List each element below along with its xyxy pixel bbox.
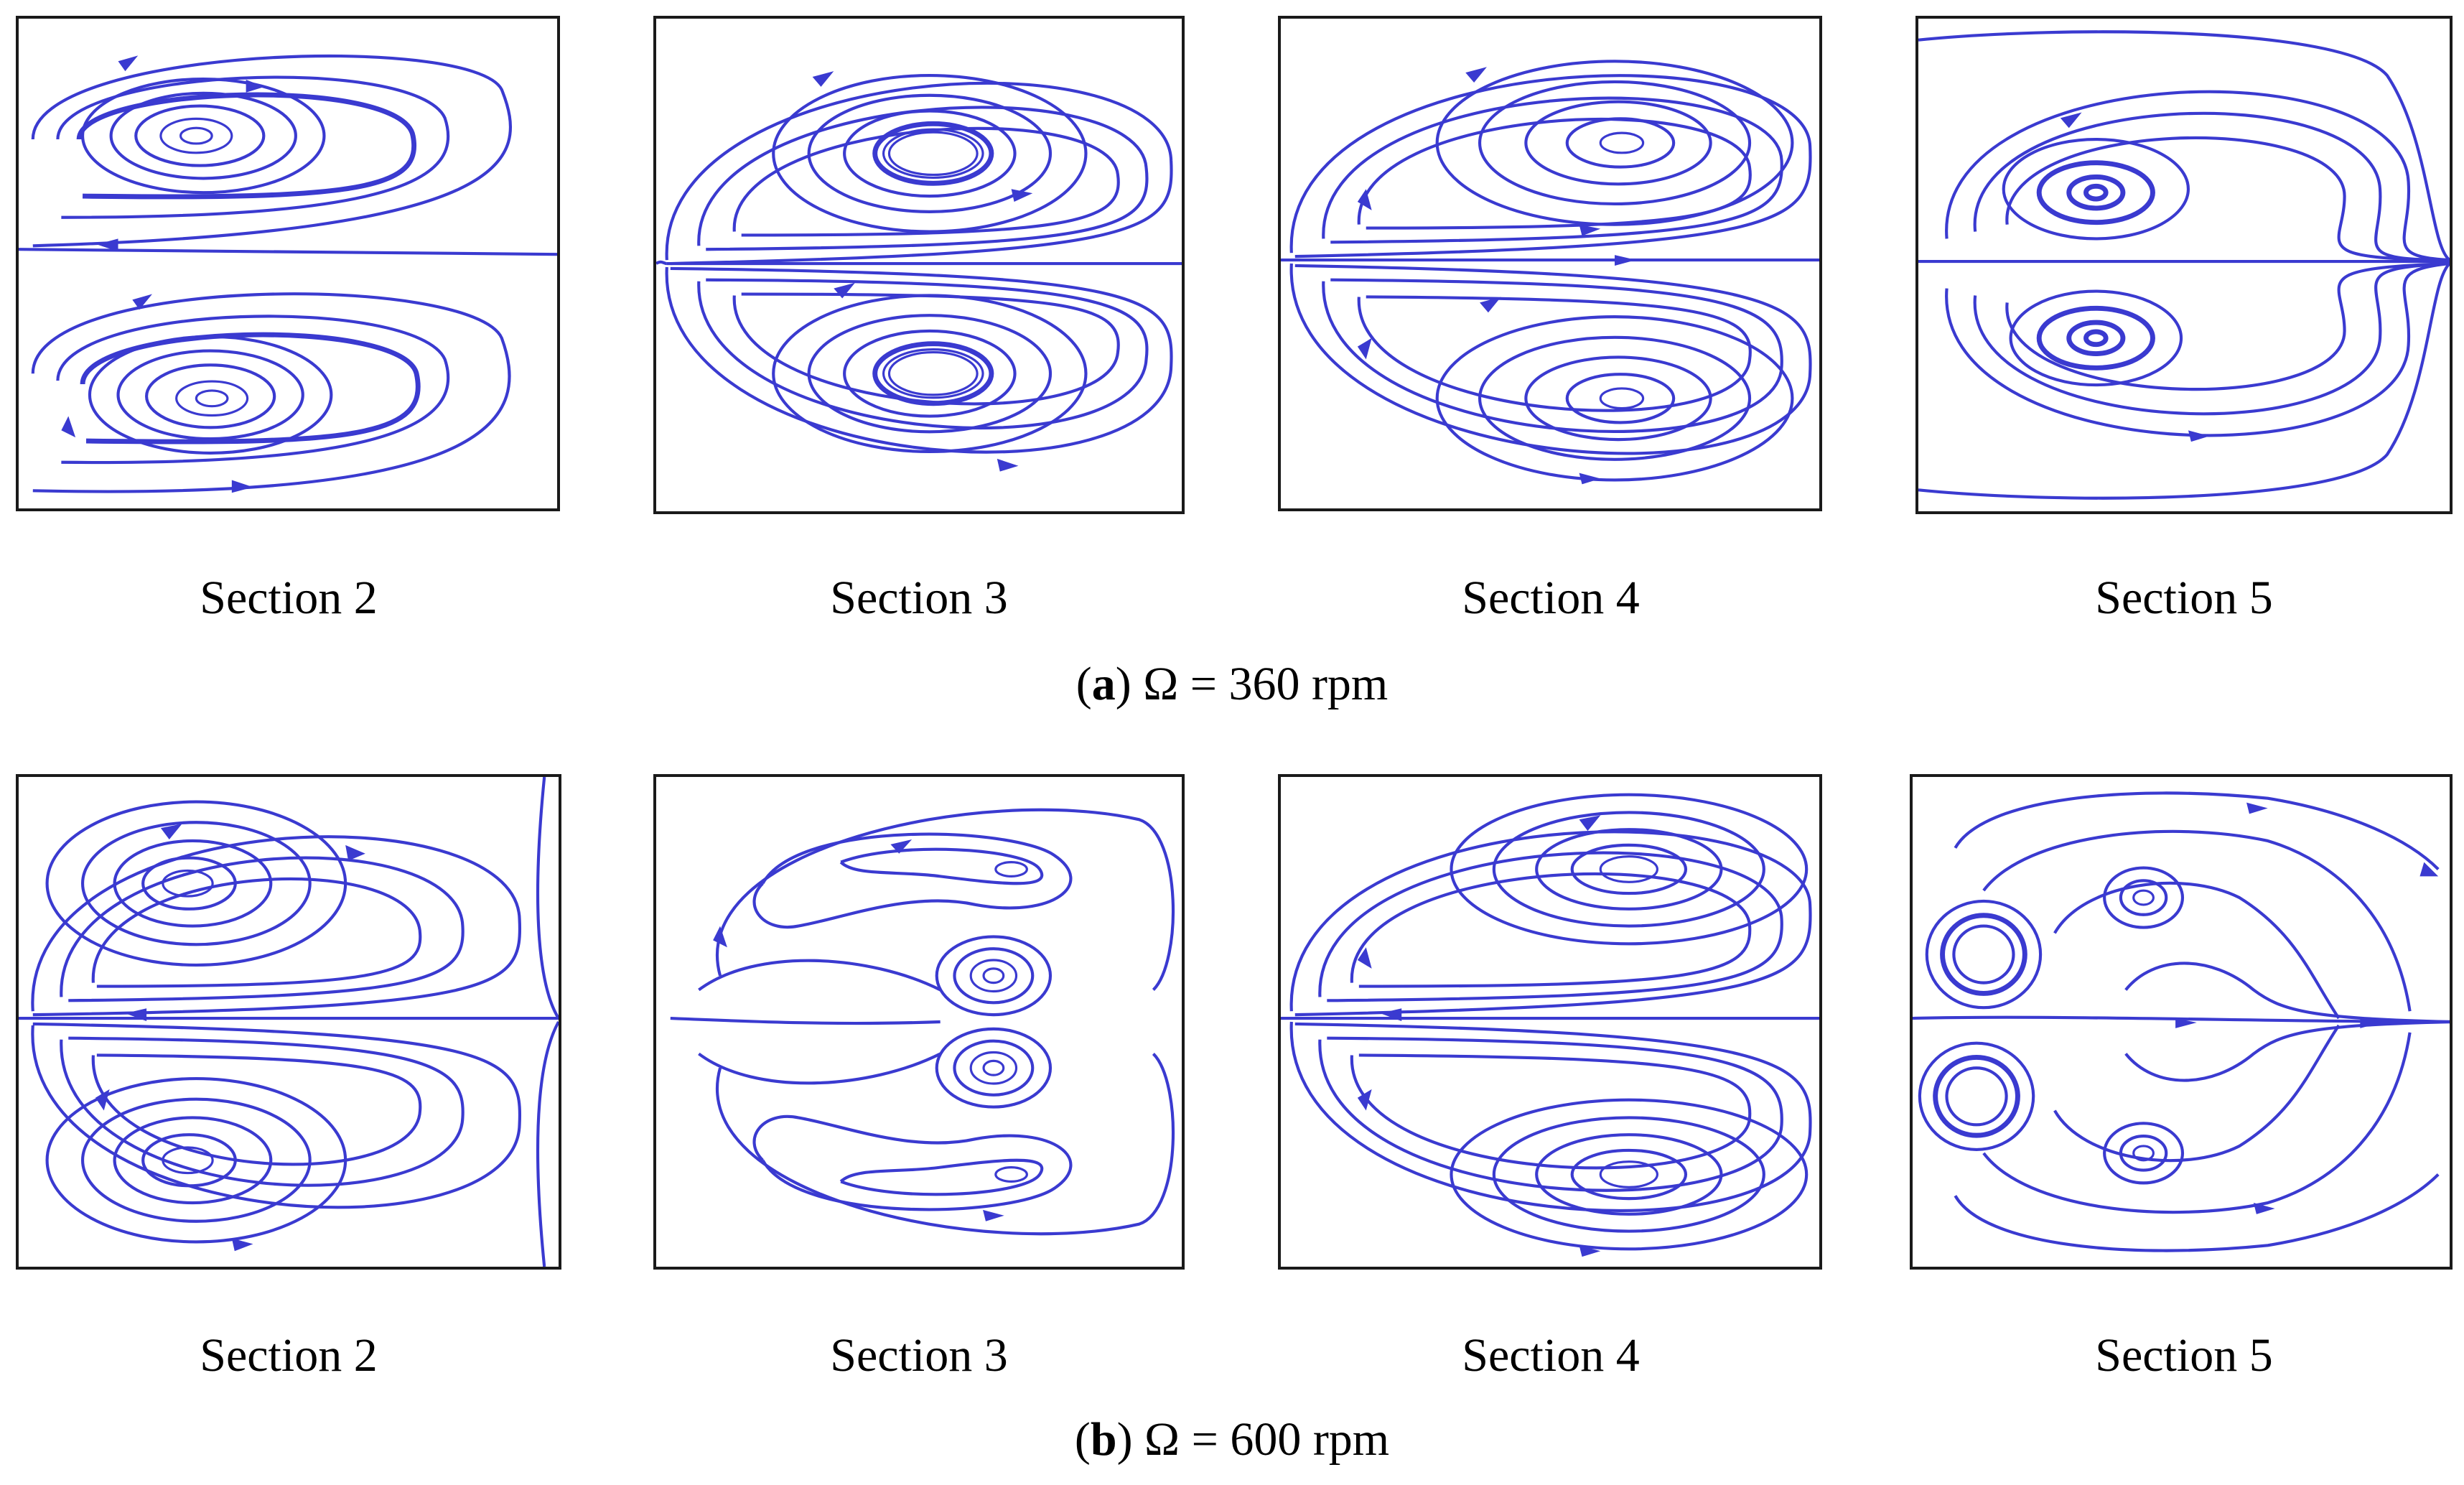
caption-b: (b) Ω = 600 rpm — [1074, 1413, 1390, 1466]
lower-vortex — [31, 292, 511, 493]
label-b-section-4: Section 4 — [1462, 1329, 1640, 1382]
label-b-section-3: Section 3 — [830, 1329, 1008, 1382]
caption-a: (a) Ω = 360 rpm — [1075, 658, 1389, 710]
panel-a-section-2 — [16, 16, 560, 511]
caption-b-text: Ω = 600 rpm — [1144, 1413, 1390, 1466]
caption-b-letter: b — [1090, 1413, 1117, 1466]
label-a-section-5: Section 5 — [2095, 572, 2273, 624]
streamline-plot-b-2 — [19, 777, 559, 1267]
caption-a-letter: a — [1091, 658, 1116, 710]
streamline-plot-b-3 — [670, 808, 1175, 1236]
streamline-plot-b-4 — [1281, 793, 1819, 1257]
lower-vortex — [665, 266, 1173, 472]
panel-a-section-4 — [1278, 16, 1822, 511]
panel-a-section-5 — [1915, 16, 2453, 514]
streamline-plot-a-3 — [656, 71, 1182, 472]
panel-b-section-5 — [1910, 774, 2453, 1270]
label-a-section-2: Section 2 — [200, 572, 378, 624]
label-a-section-4: Section 4 — [1462, 572, 1640, 624]
upper-vortex — [31, 54, 512, 248]
panel-b-section-4 — [1278, 774, 1822, 1270]
streamline-plot-b-5 — [1913, 791, 2450, 1252]
lower-vortex — [1289, 263, 1812, 485]
label-b-section-2: Section 2 — [200, 1329, 378, 1382]
caption-a-text: Ω = 360 rpm — [1143, 658, 1389, 710]
panel-b-section-3 — [653, 774, 1185, 1270]
streamline-plot-a-5 — [1918, 30, 2450, 500]
panel-a-section-3 — [653, 16, 1185, 514]
upper-vortex — [665, 71, 1173, 266]
label-a-section-3: Section 3 — [830, 572, 1008, 624]
label-b-section-5: Section 5 — [2095, 1329, 2273, 1382]
upper-vortex — [1289, 60, 1812, 259]
streamline-plot-a-4 — [1281, 60, 1819, 485]
streamline-plot-a-2 — [19, 54, 557, 493]
panel-b-section-2 — [16, 774, 561, 1270]
